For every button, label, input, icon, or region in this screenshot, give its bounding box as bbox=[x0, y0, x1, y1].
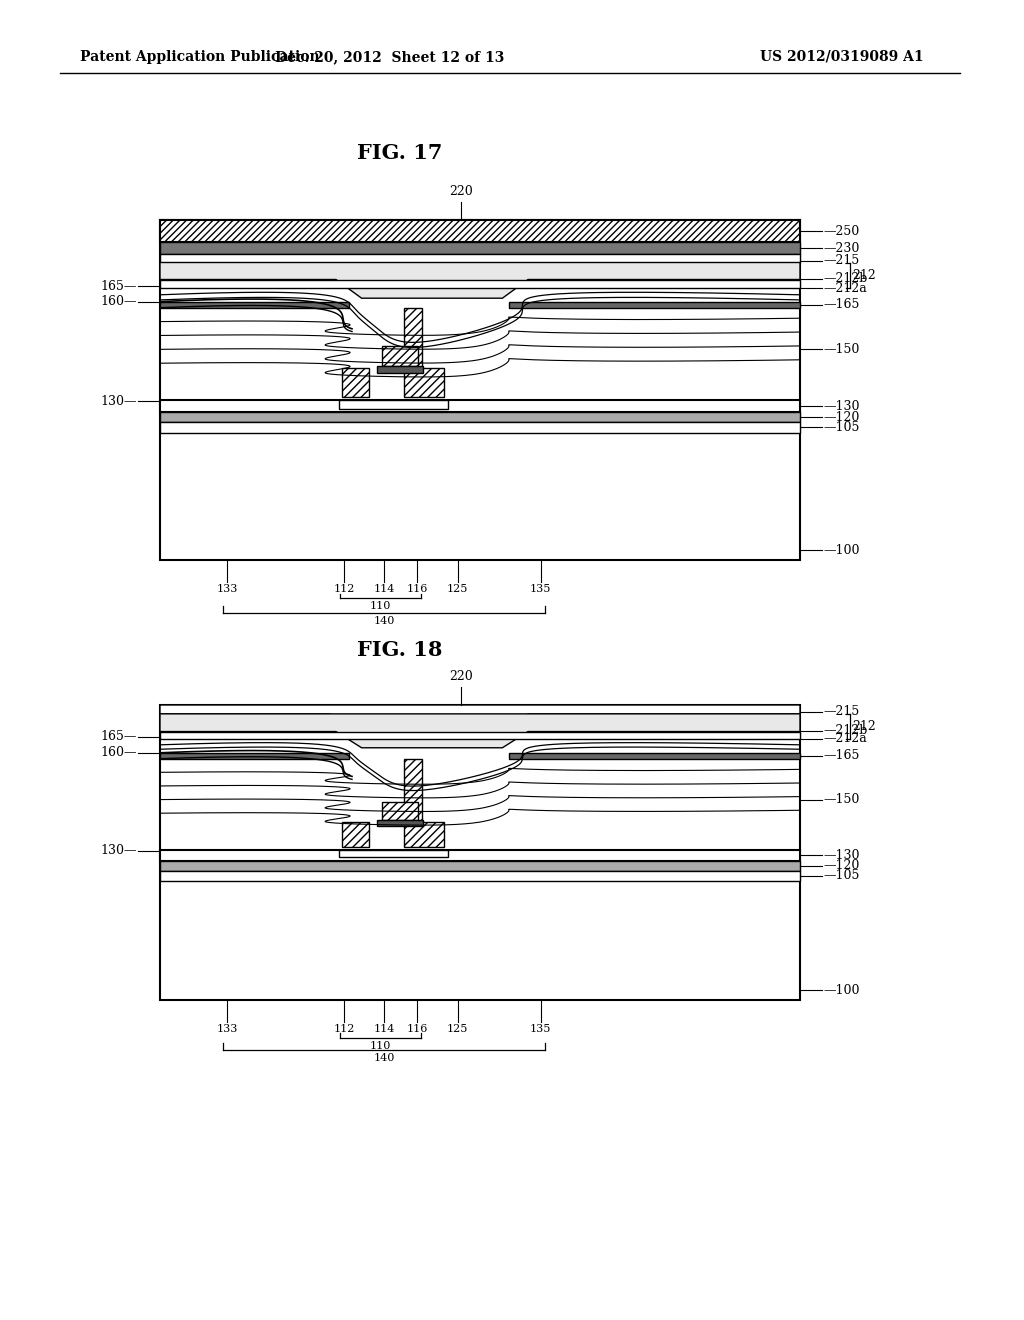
Text: —105: —105 bbox=[823, 421, 859, 434]
Text: 125: 125 bbox=[446, 1024, 468, 1034]
Text: 220: 220 bbox=[449, 671, 473, 682]
Text: 135: 135 bbox=[530, 583, 552, 594]
Text: 212: 212 bbox=[852, 269, 876, 281]
Text: FIG. 17: FIG. 17 bbox=[357, 143, 442, 162]
Polygon shape bbox=[509, 301, 800, 308]
Polygon shape bbox=[509, 752, 800, 759]
Polygon shape bbox=[160, 731, 800, 739]
Polygon shape bbox=[160, 752, 349, 759]
Text: —130: —130 bbox=[823, 849, 859, 862]
Text: —212b: —212b bbox=[823, 725, 867, 737]
Polygon shape bbox=[382, 346, 418, 366]
Polygon shape bbox=[342, 821, 370, 846]
Polygon shape bbox=[342, 368, 370, 397]
Text: —215: —215 bbox=[823, 253, 859, 267]
Text: —165: —165 bbox=[823, 750, 859, 762]
Text: 112: 112 bbox=[334, 583, 355, 594]
Text: —165: —165 bbox=[823, 298, 859, 312]
Text: —100: —100 bbox=[823, 983, 859, 997]
Text: 114: 114 bbox=[374, 1024, 394, 1034]
Text: —230: —230 bbox=[823, 242, 859, 255]
Polygon shape bbox=[339, 850, 449, 857]
Text: —215: —215 bbox=[823, 705, 859, 718]
Text: Dec. 20, 2012  Sheet 12 of 13: Dec. 20, 2012 Sheet 12 of 13 bbox=[275, 50, 505, 63]
Polygon shape bbox=[377, 366, 423, 374]
Polygon shape bbox=[160, 263, 800, 298]
Polygon shape bbox=[160, 280, 800, 288]
Text: 112: 112 bbox=[334, 1024, 355, 1034]
Text: 133: 133 bbox=[216, 1024, 238, 1034]
Text: —100: —100 bbox=[823, 544, 859, 557]
Polygon shape bbox=[160, 861, 800, 871]
Polygon shape bbox=[160, 705, 800, 727]
Polygon shape bbox=[160, 400, 800, 412]
Text: —212a: —212a bbox=[823, 281, 866, 294]
Text: 110: 110 bbox=[370, 1041, 391, 1051]
Text: 220: 220 bbox=[449, 185, 473, 198]
Polygon shape bbox=[339, 400, 449, 409]
Text: 116: 116 bbox=[407, 1024, 428, 1034]
Text: 114: 114 bbox=[374, 583, 394, 594]
Text: 133: 133 bbox=[216, 583, 238, 594]
Text: —130: —130 bbox=[823, 400, 859, 413]
Polygon shape bbox=[160, 422, 800, 433]
Text: —105: —105 bbox=[823, 870, 859, 882]
Polygon shape bbox=[377, 820, 423, 826]
Polygon shape bbox=[160, 301, 349, 308]
Text: Patent Application Publication: Patent Application Publication bbox=[80, 50, 319, 63]
Text: FIG. 18: FIG. 18 bbox=[357, 640, 442, 660]
Text: 140: 140 bbox=[374, 1053, 394, 1063]
Text: 165—: 165— bbox=[100, 280, 137, 293]
Text: 116: 116 bbox=[407, 583, 428, 594]
Polygon shape bbox=[403, 759, 422, 821]
Polygon shape bbox=[403, 308, 422, 368]
Polygon shape bbox=[403, 368, 444, 397]
Polygon shape bbox=[160, 412, 800, 422]
Polygon shape bbox=[403, 821, 444, 846]
Text: 165—: 165— bbox=[100, 730, 137, 743]
Text: 212: 212 bbox=[852, 719, 876, 733]
Text: —120: —120 bbox=[823, 411, 859, 424]
Text: 130—: 130— bbox=[100, 843, 137, 857]
Text: 110: 110 bbox=[370, 601, 391, 611]
Text: 160—: 160— bbox=[100, 746, 137, 759]
Text: 130—: 130— bbox=[100, 395, 137, 408]
Text: —150: —150 bbox=[823, 793, 859, 807]
Text: 135: 135 bbox=[530, 1024, 552, 1034]
Polygon shape bbox=[160, 253, 800, 263]
Text: —120: —120 bbox=[823, 859, 859, 873]
Text: 140: 140 bbox=[374, 616, 394, 626]
Polygon shape bbox=[160, 850, 800, 861]
Text: —212b: —212b bbox=[823, 272, 867, 285]
Polygon shape bbox=[382, 803, 418, 820]
Text: —150: —150 bbox=[823, 343, 859, 356]
Text: 125: 125 bbox=[446, 583, 468, 594]
Text: —250: —250 bbox=[823, 224, 859, 238]
Polygon shape bbox=[160, 714, 800, 747]
Polygon shape bbox=[160, 242, 800, 253]
Text: 160—: 160— bbox=[100, 296, 137, 308]
Text: US 2012/0319089 A1: US 2012/0319089 A1 bbox=[760, 50, 924, 63]
Polygon shape bbox=[160, 220, 800, 242]
Text: —212a: —212a bbox=[823, 733, 866, 746]
Polygon shape bbox=[160, 871, 800, 880]
